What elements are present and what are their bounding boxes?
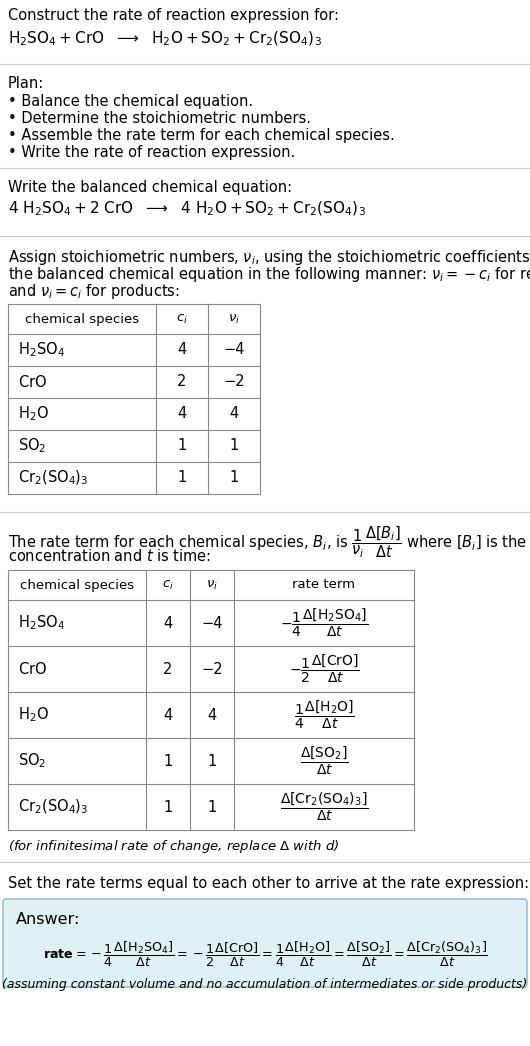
Text: $\mathrm{SO_2}$: $\mathrm{SO_2}$: [18, 436, 46, 455]
Text: 4: 4: [178, 342, 187, 358]
Text: $c_i$: $c_i$: [176, 313, 188, 325]
FancyBboxPatch shape: [3, 899, 527, 987]
Text: Plan:: Plan:: [8, 76, 44, 91]
Text: 1: 1: [163, 799, 173, 815]
Text: 1: 1: [229, 438, 239, 454]
Text: 1: 1: [163, 753, 173, 769]
Text: $\mathrm{Cr_2(SO_4)_3}$: $\mathrm{Cr_2(SO_4)_3}$: [18, 798, 89, 816]
Text: −2: −2: [223, 374, 245, 389]
Bar: [8, 570, 414, 829]
Text: 1: 1: [207, 753, 217, 769]
Text: 4: 4: [163, 615, 173, 631]
Text: $\mathrm{H_2O}$: $\mathrm{H_2O}$: [18, 706, 49, 724]
Bar: [8, 304, 260, 494]
Text: $\nu_i$: $\nu_i$: [228, 313, 240, 325]
Text: −4: −4: [201, 615, 223, 631]
Text: (assuming constant volume and no accumulation of intermediates or side products): (assuming constant volume and no accumul…: [2, 978, 528, 991]
Text: 2: 2: [178, 374, 187, 389]
Text: Write the balanced chemical equation:: Write the balanced chemical equation:: [8, 180, 292, 195]
Text: $\mathbf{rate} = -\dfrac{1}{4}\dfrac{\Delta[\mathrm{H_2SO_4}]}{\Delta t} = -\dfr: $\mathbf{rate} = -\dfrac{1}{4}\dfrac{\De…: [42, 940, 488, 969]
Text: $\mathrm{H_2SO_4 + CrO\ \ \longrightarrow\ \ H_2O + SO_2 + Cr_2(SO_4)_3}$: $\mathrm{H_2SO_4 + CrO\ \ \longrightarro…: [8, 30, 322, 48]
Text: and $\nu_i = c_i$ for products:: and $\nu_i = c_i$ for products:: [8, 282, 180, 301]
Text: 1: 1: [207, 799, 217, 815]
Text: 4: 4: [207, 707, 217, 723]
Text: $\dfrac{\Delta[\mathrm{Cr_2(SO_4)_3}]}{\Delta t}$: $\dfrac{\Delta[\mathrm{Cr_2(SO_4)_3}]}{\…: [280, 791, 368, 823]
Text: $\dfrac{\Delta[\mathrm{SO_2}]}{\Delta t}$: $\dfrac{\Delta[\mathrm{SO_2}]}{\Delta t}…: [299, 745, 348, 777]
Text: $\mathrm{CrO}$: $\mathrm{CrO}$: [18, 374, 47, 390]
Text: $\nu_i$: $\nu_i$: [206, 578, 218, 592]
Text: $\mathrm{H_2SO_4}$: $\mathrm{H_2SO_4}$: [18, 614, 65, 633]
Text: • Balance the chemical equation.: • Balance the chemical equation.: [8, 94, 253, 109]
Text: $\dfrac{1}{4}\dfrac{\Delta[\mathrm{H_2O}]}{\Delta t}$: $\dfrac{1}{4}\dfrac{\Delta[\mathrm{H_2O}…: [294, 699, 355, 731]
Text: chemical species: chemical species: [25, 313, 139, 325]
Text: $\mathrm{H_2O}$: $\mathrm{H_2O}$: [18, 405, 49, 424]
Text: $\mathrm{H_2SO_4}$: $\mathrm{H_2SO_4}$: [18, 341, 65, 360]
Text: $-\dfrac{1}{2}\dfrac{\Delta[\mathrm{CrO}]}{\Delta t}$: $-\dfrac{1}{2}\dfrac{\Delta[\mathrm{CrO}…: [289, 653, 359, 685]
Text: • Assemble the rate term for each chemical species.: • Assemble the rate term for each chemic…: [8, 128, 395, 143]
Text: concentration and $t$ is time:: concentration and $t$ is time:: [8, 548, 211, 564]
Text: rate term: rate term: [293, 578, 356, 591]
Text: $c_i$: $c_i$: [162, 578, 174, 592]
Text: 4: 4: [229, 407, 239, 422]
Text: $-\dfrac{1}{4}\dfrac{\Delta[\mathrm{H_2SO_4}]}{\Delta t}$: $-\dfrac{1}{4}\dfrac{\Delta[\mathrm{H_2S…: [280, 607, 368, 639]
Text: $\mathrm{Cr_2(SO_4)_3}$: $\mathrm{Cr_2(SO_4)_3}$: [18, 469, 89, 487]
Text: 4: 4: [163, 707, 173, 723]
Text: (for infinitesimal rate of change, replace $\Delta$ with $d$): (for infinitesimal rate of change, repla…: [8, 838, 340, 855]
Text: The rate term for each chemical species, $B_i$, is $\dfrac{1}{\nu_i}\dfrac{\Delt: The rate term for each chemical species,…: [8, 524, 530, 560]
Text: • Write the rate of reaction expression.: • Write the rate of reaction expression.: [8, 145, 295, 160]
Text: chemical species: chemical species: [20, 578, 134, 591]
Text: • Determine the stoichiometric numbers.: • Determine the stoichiometric numbers.: [8, 111, 311, 126]
Text: Set the rate terms equal to each other to arrive at the rate expression:: Set the rate terms equal to each other t…: [8, 876, 529, 891]
Text: $\mathrm{SO_2}$: $\mathrm{SO_2}$: [18, 752, 46, 770]
Text: −4: −4: [223, 342, 245, 358]
Text: $\mathrm{CrO}$: $\mathrm{CrO}$: [18, 661, 47, 677]
Text: Construct the rate of reaction expression for:: Construct the rate of reaction expressio…: [8, 8, 339, 23]
Text: 4: 4: [178, 407, 187, 422]
Text: 1: 1: [229, 471, 239, 485]
Text: 1: 1: [178, 471, 187, 485]
Text: −2: −2: [201, 661, 223, 677]
Text: 1: 1: [178, 438, 187, 454]
Text: Answer:: Answer:: [16, 912, 81, 927]
Text: Assign stoichiometric numbers, $\nu_i$, using the stoichiometric coefficients, $: Assign stoichiometric numbers, $\nu_i$, …: [8, 248, 530, 267]
Text: the balanced chemical equation in the following manner: $\nu_i = -c_i$ for react: the balanced chemical equation in the fo…: [8, 265, 530, 285]
Text: $\mathrm{4\ H_2SO_4 + 2\ CrO\ \ \longrightarrow\ \ 4\ H_2O + SO_2 + Cr_2(SO_4)_3: $\mathrm{4\ H_2SO_4 + 2\ CrO\ \ \longrig…: [8, 200, 366, 219]
Text: 2: 2: [163, 661, 173, 677]
